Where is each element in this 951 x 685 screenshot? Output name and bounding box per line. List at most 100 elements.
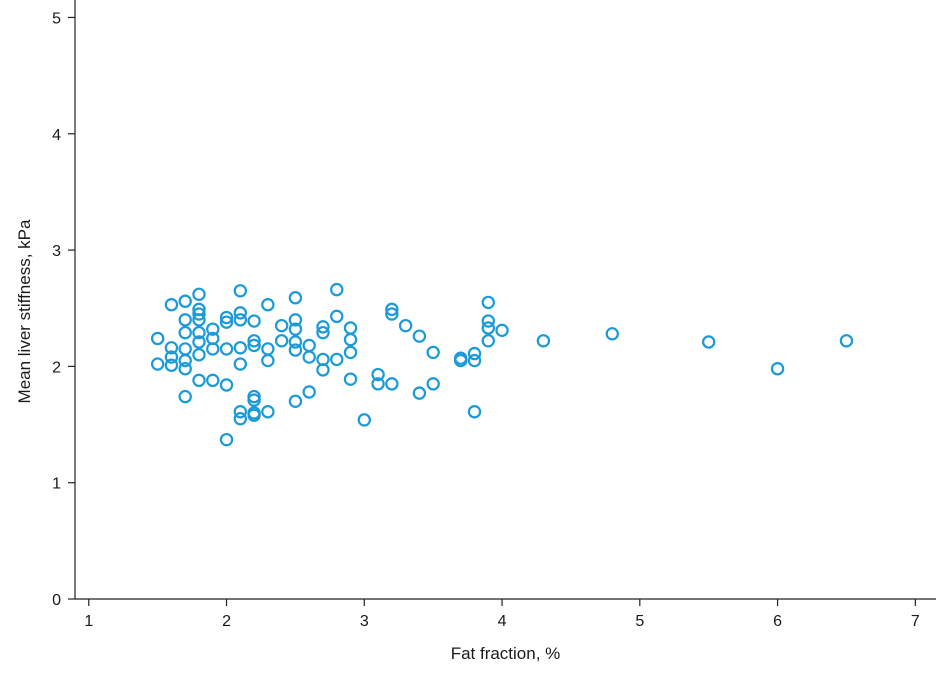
data-point [481, 334, 495, 348]
data-point [467, 353, 482, 368]
data-point [330, 352, 344, 367]
y-tick-label: 4 [52, 127, 61, 144]
data-point [164, 298, 179, 312]
data-point [206, 373, 220, 388]
data-point [385, 307, 399, 321]
y-axis-title: Mean liver stiffness, kPa [15, 219, 34, 403]
y-tick-label: 3 [52, 243, 61, 260]
data-point [467, 405, 482, 419]
data-point [261, 405, 275, 419]
data-point [219, 378, 234, 392]
data-point [274, 318, 289, 333]
data-point [192, 335, 206, 349]
data-point [178, 389, 192, 404]
data-point [701, 335, 716, 349]
data-point [233, 405, 248, 419]
data-point [261, 342, 275, 356]
data-points [150, 282, 854, 447]
data-point [233, 357, 248, 371]
data-point [178, 342, 192, 356]
x-tick-label: 3 [360, 613, 369, 630]
data-point [219, 342, 234, 356]
data-point [233, 341, 248, 355]
data-point [192, 307, 206, 321]
data-point [164, 341, 179, 355]
data-point [288, 394, 303, 408]
x-tick-label: 5 [635, 613, 644, 630]
data-point [233, 412, 248, 426]
data-point [316, 325, 330, 340]
data-point [192, 313, 206, 327]
data-point [261, 298, 275, 312]
y-tick-label: 0 [52, 592, 61, 609]
data-point [247, 334, 261, 348]
data-point [426, 377, 440, 391]
data-point [302, 385, 316, 399]
data-point [219, 432, 234, 447]
data-point [233, 306, 248, 320]
data-point [481, 314, 495, 328]
data-point [398, 318, 413, 333]
data-point [385, 302, 399, 317]
data-point [495, 323, 509, 338]
data-point [219, 315, 234, 329]
x-tick-label: 4 [498, 613, 507, 630]
x-tick-label: 6 [773, 613, 782, 630]
data-point [330, 309, 344, 324]
data-point [481, 295, 495, 310]
data-point [536, 334, 551, 348]
data-point [481, 321, 495, 335]
data-point [247, 338, 261, 353]
data-point [192, 287, 206, 301]
data-point [150, 357, 165, 371]
data-point [150, 331, 165, 346]
y-tick-label: 2 [52, 359, 61, 376]
data-point [178, 325, 192, 340]
data-point [330, 282, 344, 297]
data-point [206, 342, 220, 356]
data-point [288, 335, 303, 349]
y-tick-label: 5 [52, 10, 61, 27]
data-point [164, 350, 179, 364]
data-point [343, 321, 358, 335]
data-point [288, 313, 303, 327]
x-axis-title: Fat fraction, % [451, 644, 561, 663]
data-point [343, 332, 358, 347]
data-point [219, 310, 234, 325]
data-point [343, 372, 358, 386]
data-point [412, 386, 427, 400]
x-tick-label: 7 [911, 613, 920, 630]
data-point [192, 373, 206, 388]
data-point [385, 377, 399, 391]
data-point [357, 413, 371, 427]
data-point [426, 345, 440, 360]
data-point [467, 346, 482, 361]
data-point [302, 350, 316, 364]
data-point [178, 313, 192, 327]
data-point [247, 314, 261, 328]
data-point [192, 348, 206, 362]
x-tick-label: 1 [84, 613, 93, 630]
data-point [288, 322, 303, 336]
data-point [412, 329, 427, 343]
data-point [233, 313, 248, 327]
data-point [178, 362, 192, 376]
data-point [192, 325, 206, 340]
y-axis-ticks: 0 1 2 3 4 5 [52, 10, 75, 609]
data-point [233, 284, 248, 298]
data-point [247, 408, 261, 422]
axes [74, 0, 936, 600]
data-point [605, 327, 619, 341]
data-point [206, 322, 220, 336]
data-point [371, 367, 385, 382]
data-point [288, 291, 303, 305]
data-point [274, 334, 289, 348]
data-point [316, 320, 330, 334]
data-point [371, 377, 385, 391]
data-point [247, 393, 261, 407]
data-point [178, 353, 192, 368]
data-point [261, 353, 275, 368]
data-point [454, 353, 468, 368]
